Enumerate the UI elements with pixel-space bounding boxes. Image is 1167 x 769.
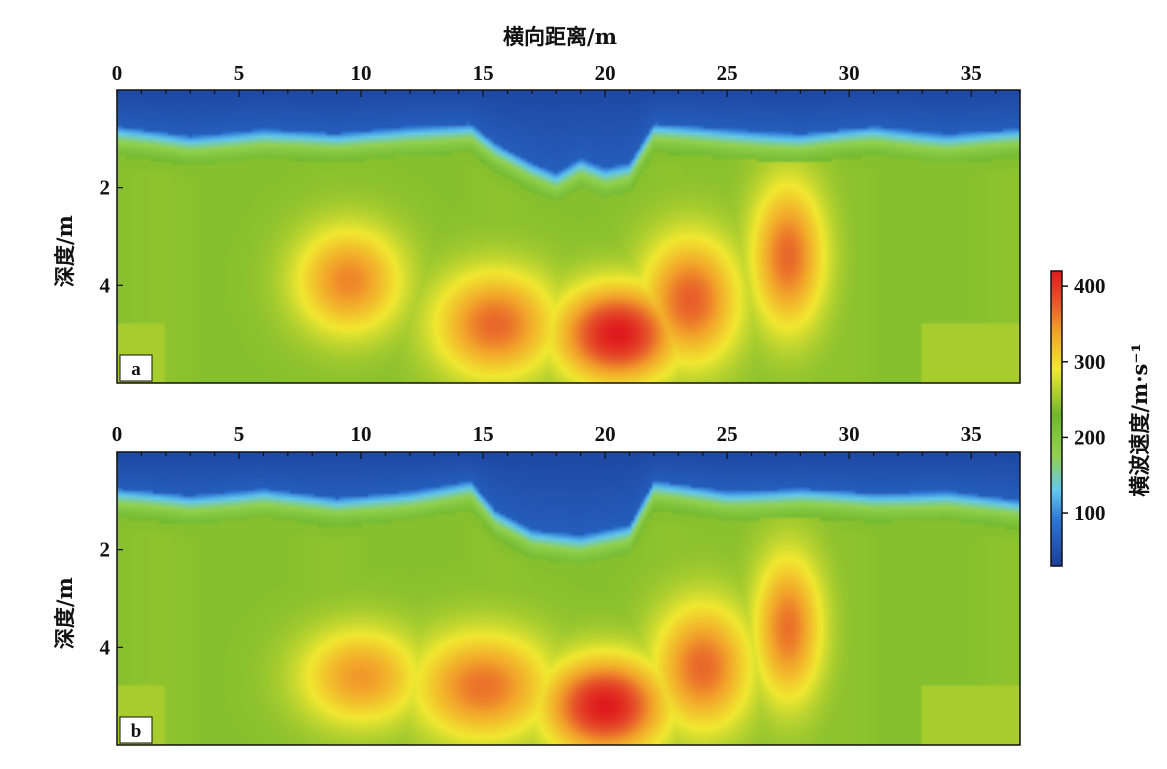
plot-frame <box>116 89 1021 384</box>
x-tick-label: 30 <box>839 422 860 446</box>
y-tick-label: 2 <box>100 176 111 200</box>
x-tick-label: 25 <box>717 61 738 85</box>
x-tick-label: 15 <box>473 422 494 446</box>
x-tick-label: 0 <box>112 61 123 85</box>
x-tick-label: 25 <box>717 422 738 446</box>
colorbar: 100 200 300 400 横波速度/m·s⁻¹ <box>1050 270 1152 567</box>
y-tick-label: 2 <box>100 538 111 562</box>
x-tick-label: 35 <box>961 422 982 446</box>
panel-label-box <box>119 716 153 744</box>
x-tick-label: 20 <box>595 61 616 85</box>
x-tick-label: 0 <box>112 422 123 446</box>
x-tick-label: 15 <box>473 61 494 85</box>
colorbar-tick-label: 100 <box>1074 501 1106 525</box>
y-axis-title: 深度/m <box>52 215 77 287</box>
x-tick-label: 5 <box>234 61 245 85</box>
y-tick-label: 4 <box>100 273 111 297</box>
panels: 0 5 10 15 20 25 30 35 2 4 深度/m a 0 5 10 15 20 25 30 35 2 4 深度/… <box>52 61 1021 746</box>
x-tick-label: 20 <box>595 422 616 446</box>
velocity-heatmap <box>117 90 1020 383</box>
y-axis-title: 深度/m <box>52 577 77 649</box>
plot-frame <box>116 451 1021 746</box>
panel-b: 0 5 10 15 20 25 30 35 2 4 深度/m b <box>52 422 1021 746</box>
x-tick-label: 10 <box>351 61 372 85</box>
x-tick-label: 35 <box>961 61 982 85</box>
colorbar-title: 横波速度/m·s⁻¹ <box>1127 343 1152 496</box>
colorbar-ticks: 100 200 300 400 <box>1062 274 1106 525</box>
x-tick-label: 10 <box>351 422 372 446</box>
colorbar-tick-label: 200 <box>1074 425 1106 449</box>
panel-label: a <box>131 359 141 380</box>
x-tick-label: 30 <box>839 61 860 85</box>
x-axis-title: 横向距离/m <box>503 24 617 49</box>
colorbar-gradient <box>1050 270 1063 567</box>
colorbar-tick-label: 300 <box>1074 350 1106 374</box>
y-tick-label: 4 <box>100 635 111 659</box>
velocity-heatmap <box>117 452 1020 745</box>
x-tick-label: 5 <box>234 422 245 446</box>
colorbar-tick-label: 400 <box>1074 274 1106 298</box>
panel-label-box <box>119 354 153 382</box>
panel-label: b <box>131 721 142 742</box>
panel-a: 0 5 10 15 20 25 30 35 2 4 深度/m a <box>52 61 1021 384</box>
